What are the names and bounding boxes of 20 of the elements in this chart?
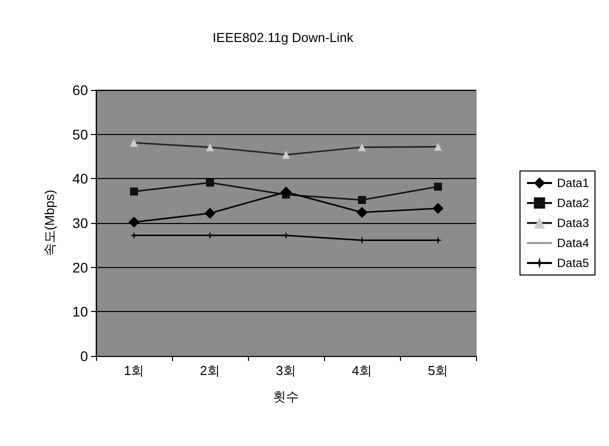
y-tick-label: 50 [72, 126, 88, 142]
chart-title: IEEE802.11g Down-Link [212, 30, 354, 45]
x-tick-label: 5회 [428, 363, 448, 378]
y-tick-label: 60 [72, 82, 88, 98]
x-tick-label: 3회 [276, 363, 296, 378]
legend-label: Data4 [556, 236, 590, 250]
y-tick-label: 40 [72, 170, 88, 187]
legend-label: Data1 [556, 176, 590, 190]
y-tick-label: 20 [72, 259, 88, 276]
y-tick-label: 10 [72, 304, 88, 320]
legend-label: Data3 [556, 216, 590, 230]
y-tick-label: 30 [72, 215, 88, 231]
y-axis-title: 속도(Mbps) [42, 190, 57, 256]
x-tick-label: 4회 [352, 363, 372, 378]
legend-label: Data5 [556, 256, 590, 270]
x-axis-title: 횟수 [273, 389, 299, 404]
legend-label: Data2 [556, 196, 590, 210]
y-tick-label: 0 [80, 348, 88, 364]
x-tick-label: 1회 [124, 363, 144, 378]
x-tick-label: 2회 [200, 363, 220, 378]
